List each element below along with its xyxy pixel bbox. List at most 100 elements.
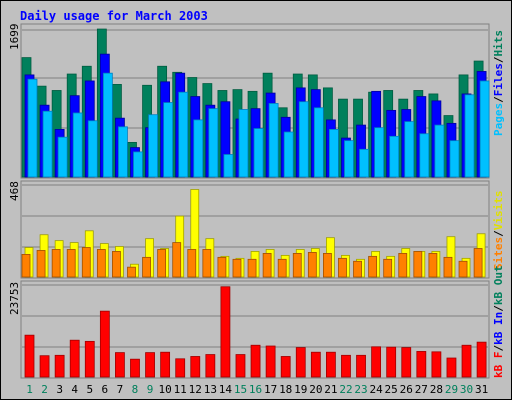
bar-kb-f-day-10	[160, 351, 171, 378]
x-axis-day-labels: 1 2 3 4 5 6 7 8 9 10 11 12 13 14 15 16 17 18 19 20 21 22 23 24 2…	[26, 383, 488, 396]
chart-title: Daily usage for March 2003	[20, 9, 208, 23]
bar-sites-day-19	[292, 253, 302, 278]
bar-kb-f-day-22	[341, 354, 351, 378]
bar-kb-f-day-31	[476, 341, 487, 378]
bar-pages-day-9	[148, 114, 158, 178]
bar-kb-f-day-28	[431, 351, 442, 378]
x-tick-label: 30	[460, 383, 473, 396]
legend-panel3: kB F/kB In/kB Out	[492, 265, 505, 378]
bar-sites-day-6	[96, 249, 106, 278]
bar-pages-day-27	[419, 133, 430, 178]
bar-pages-day-16	[253, 128, 264, 178]
bar-sites-day-12	[187, 249, 197, 278]
bar-sites-day-24	[368, 255, 378, 278]
legend-sep: /	[492, 345, 505, 352]
bar-pages-day-29	[449, 140, 460, 178]
panel2-ymax-label: 468	[8, 181, 21, 201]
bar-kb-f-day-25	[386, 346, 397, 378]
legend-panel1: Pages/Files/Hits	[492, 30, 505, 136]
bar-kb-f-day-2	[39, 355, 50, 378]
bar-pages-day-23	[359, 148, 369, 178]
bar-sites-day-27	[413, 251, 423, 278]
x-tick-label: 27	[415, 383, 428, 396]
x-tick-label: 31	[475, 383, 488, 396]
bar-kb-f-day-5	[84, 340, 95, 378]
x-tick-label: 1	[26, 383, 33, 396]
bar-sites-day-25	[383, 258, 393, 278]
legend-sep: /	[492, 56, 505, 63]
x-tick-label: 24	[369, 383, 383, 396]
bar-kb-f-day-1	[24, 334, 35, 378]
bars	[21, 28, 490, 378]
bar-pages-day-6	[102, 72, 113, 178]
bar-sites-day-22	[338, 257, 347, 278]
bar-sites-day-31	[473, 248, 483, 278]
bar-kb-f-day-4	[69, 339, 80, 378]
bar-pages-day-25	[389, 135, 400, 178]
bar-pages-day-21	[328, 129, 339, 178]
bar-kb-f-day-11	[175, 358, 186, 378]
x-tick-label: 4	[71, 383, 78, 396]
bar-sites-day-14	[217, 256, 227, 278]
bar-sites-day-10	[157, 249, 167, 278]
bar-pages-day-30	[464, 94, 475, 178]
legend-kbf: kB F	[492, 352, 505, 379]
bar-pages-day-7	[118, 126, 128, 178]
bar-pages-day-28	[434, 124, 445, 178]
bar-pages-day-13	[208, 108, 219, 178]
x-tick-label: 8	[132, 383, 139, 396]
x-tick-label: 17	[264, 383, 277, 396]
x-tick-label: 13	[204, 383, 217, 396]
bar-pages-day-15	[238, 109, 249, 178]
bar-pages-day-22	[344, 140, 354, 178]
legend-sep: /	[492, 305, 505, 312]
bar-pages-day-12	[193, 119, 204, 178]
bar-kb-f-day-8	[130, 358, 140, 378]
bar-kb-f-day-17	[265, 345, 276, 378]
bar-pages-day-14	[223, 154, 234, 178]
bar-kb-f-day-9	[145, 352, 155, 378]
x-tick-label: 12	[189, 383, 202, 396]
bar-sites-day-26	[398, 253, 408, 278]
legend-files: Files	[492, 63, 505, 96]
legend-kbout: kB Out	[492, 265, 505, 305]
bar-kb-f-day-7	[115, 352, 125, 378]
x-tick-label: 7	[117, 383, 124, 396]
x-tick-label: 5	[86, 383, 93, 396]
bar-pages-day-17	[268, 103, 279, 178]
legend-sites: Sites	[492, 237, 505, 270]
x-tick-label: 23	[354, 383, 367, 396]
bar-sites-day-7	[112, 251, 121, 278]
bar-sites-day-17	[262, 253, 272, 278]
x-tick-label: 18	[279, 383, 292, 396]
x-tick-label: 25	[385, 383, 398, 396]
bar-kb-f-day-26	[401, 347, 412, 378]
x-tick-label: 20	[309, 383, 322, 396]
bar-pages-day-26	[404, 121, 415, 178]
x-tick-label: 10	[159, 383, 172, 396]
legend-panel2: Sites/Visits	[492, 191, 505, 271]
bar-pages-day-1	[27, 78, 38, 178]
bar-pages-day-24	[374, 127, 385, 178]
bar-pages-day-18	[283, 131, 294, 178]
panel3-ymax-label: 23753	[8, 282, 21, 315]
bar-sites-day-30	[458, 260, 468, 278]
legend-pages: Pages	[492, 103, 505, 136]
x-tick-label: 2	[41, 383, 48, 396]
bar-kb-f-day-24	[371, 346, 382, 378]
bar-sites-day-4	[66, 249, 76, 278]
bar-sites-day-28	[428, 253, 438, 278]
x-tick-label: 6	[102, 383, 109, 396]
bar-kb-f-day-19	[295, 347, 306, 378]
bar-kb-f-day-20	[310, 351, 321, 378]
legend-sep: /	[492, 230, 505, 237]
bar-kb-f-day-14	[220, 286, 231, 378]
bar-kb-f-day-16	[250, 344, 261, 378]
bar-sites-day-9	[142, 256, 151, 278]
x-tick-label: 15	[234, 383, 247, 396]
legend-kbin: kB In	[492, 312, 505, 345]
bar-pages-day-11	[178, 91, 189, 178]
bar-sites-day-5	[81, 247, 91, 278]
